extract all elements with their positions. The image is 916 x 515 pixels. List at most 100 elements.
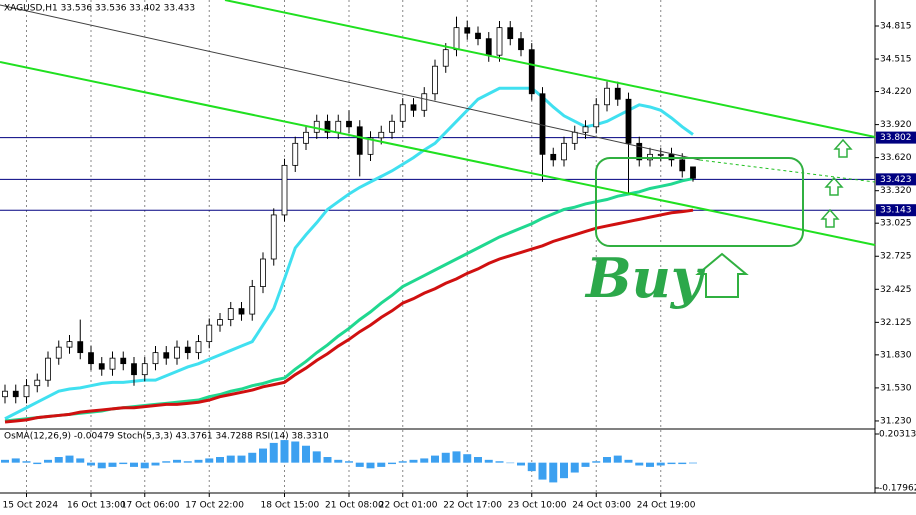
candle-body <box>356 126 363 155</box>
y-tick-label: 31.830 <box>880 350 912 360</box>
osma-bar <box>194 459 203 463</box>
candle-body <box>227 308 234 320</box>
candle-body <box>335 120 342 133</box>
y-tick-label: 31.230 <box>880 416 912 426</box>
candle-body <box>399 104 406 122</box>
y-tick-label: 33.620 <box>880 153 912 163</box>
osma-bar <box>33 462 42 465</box>
x-tick-label: 17 Oct 06:00 <box>121 501 180 511</box>
osma-bar <box>97 462 106 469</box>
osma-bar <box>635 462 644 466</box>
candle-body <box>45 357 51 381</box>
indicator-tick-label: -0.17962 <box>879 484 916 494</box>
candle-body <box>34 379 41 387</box>
osma-bar <box>355 462 364 467</box>
level-label: 33.802 <box>880 133 912 143</box>
osma-bar <box>162 461 171 463</box>
candle-body <box>614 87 621 100</box>
candle-body <box>152 352 159 365</box>
osma-bar <box>366 462 375 469</box>
candle-body <box>421 93 428 111</box>
osma-bar <box>76 458 85 463</box>
candle-body <box>66 341 73 348</box>
osma-bar <box>226 455 235 463</box>
level-label-box <box>876 131 916 144</box>
candle-body <box>324 120 331 133</box>
channel-line <box>0 61 876 246</box>
candle-body <box>249 286 256 315</box>
candle-body <box>539 93 546 155</box>
arrow <box>824 176 844 196</box>
candle-body <box>475 32 481 40</box>
y-tick-label: 33.920 <box>880 120 912 130</box>
x-tick-label: 15 Oct 2024 <box>3 501 59 511</box>
osma-bar <box>183 461 192 463</box>
y-tick-label: 32.125 <box>880 318 912 328</box>
osma-bar <box>656 462 665 466</box>
osma-bar <box>527 462 536 472</box>
x-tick-label: 24 Oct 19:00 <box>637 501 696 511</box>
osma-bar <box>312 451 321 463</box>
osma-bar <box>259 448 267 463</box>
candle-body <box>217 319 223 326</box>
osma-bar <box>302 445 310 463</box>
osma-bar <box>269 442 278 463</box>
arrow <box>833 138 853 158</box>
candle-body <box>410 104 417 111</box>
osma-bar <box>216 457 224 463</box>
candle-body <box>561 142 567 161</box>
candle-body <box>109 357 116 370</box>
osma-bar <box>119 462 128 465</box>
osma-bar <box>517 462 525 466</box>
osma-bar <box>452 451 461 463</box>
osma-bar <box>463 454 472 463</box>
drawings <box>0 0 876 298</box>
chart-title: XAGUSD,H1 33.536 33.536 33.402 33.433 <box>4 4 195 14</box>
candle-body <box>163 352 170 359</box>
candle-body <box>442 49 449 67</box>
x-tick-label: 16 Oct 13:00 <box>67 501 126 511</box>
candle-body <box>378 131 385 139</box>
candle-body <box>550 153 557 161</box>
plot-layer <box>0 0 875 493</box>
candle-body <box>131 363 137 376</box>
level-label: 33.143 <box>880 206 912 216</box>
osma-bar <box>280 440 289 463</box>
candle-body <box>195 341 202 354</box>
osma-bar <box>484 459 493 463</box>
osma-bar <box>603 457 611 463</box>
candle-body <box>184 346 191 354</box>
osma-bar <box>667 462 676 465</box>
indicator-label: OsMA(12,26,9) -0.00479 Stoch(5,3,3) 43.3… <box>4 432 329 442</box>
candle-body <box>453 27 460 51</box>
candle-body <box>77 341 84 354</box>
candle-body <box>206 324 213 343</box>
osma-bar <box>474 457 482 463</box>
candle-body <box>528 49 535 95</box>
moving-average <box>4 86 694 421</box>
candle-body <box>518 38 524 51</box>
candle-body <box>690 166 696 179</box>
candle-body <box>571 131 578 144</box>
osma-bar <box>65 455 74 463</box>
candle-body <box>12 390 19 398</box>
candle-body <box>389 120 395 133</box>
candle-body <box>292 142 299 166</box>
osma-bar <box>592 461 601 463</box>
x-tick-label: 17 Oct 22:00 <box>185 501 244 511</box>
osma-bar <box>570 462 579 473</box>
candle-body <box>496 27 503 56</box>
osma-bar <box>173 459 181 463</box>
osma-bar <box>130 462 138 467</box>
trend-line <box>699 159 876 183</box>
candle-body <box>174 346 180 359</box>
osma-bar <box>398 461 407 463</box>
candle-body <box>604 87 610 106</box>
y-tick-label: 33.320 <box>880 186 912 196</box>
osma-bar <box>151 462 160 466</box>
osma-bar <box>108 462 117 467</box>
osma-bar <box>560 462 568 479</box>
x-tick-label: 22 Oct 01:00 <box>379 501 438 511</box>
